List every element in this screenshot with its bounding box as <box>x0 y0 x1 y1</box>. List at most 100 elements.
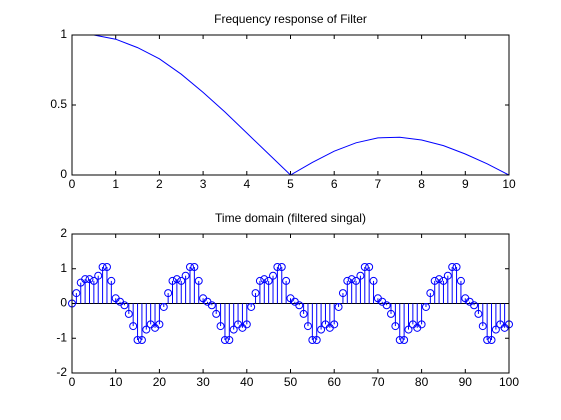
stem-marker <box>81 275 90 284</box>
chart-title: Time domain (filtered singal) <box>215 211 366 225</box>
stem-marker <box>251 289 260 298</box>
y-tick-label: 0 <box>60 296 67 310</box>
stem-marker <box>452 263 461 272</box>
axes: Frequency response of Filter 0 1 2 3 4 5 6 7 8 9 10… <box>50 12 516 191</box>
stem-marker <box>247 302 256 311</box>
stem-marker <box>426 289 435 298</box>
stem-marker <box>352 276 361 285</box>
stem-marker <box>72 289 81 298</box>
stem-marker <box>470 301 479 310</box>
stem-marker <box>360 263 369 272</box>
stem-marker <box>190 263 199 272</box>
stem-marker <box>369 276 378 285</box>
x-tick-label: 10 <box>109 375 123 389</box>
stem-marker <box>448 263 457 272</box>
axes-box <box>71 233 510 374</box>
chart-title: Frequency response of Filter <box>214 12 367 26</box>
plot-area <box>72 35 509 175</box>
stem-marker <box>417 320 426 329</box>
stem-marker <box>404 325 413 334</box>
stem-marker <box>439 276 448 285</box>
stem-marker <box>312 335 321 344</box>
x-tick-label: 60 <box>328 375 342 389</box>
stem-marker <box>260 275 269 284</box>
stem-marker <box>269 271 278 280</box>
x-tick-label: 20 <box>153 375 167 389</box>
stem-marker <box>382 301 391 310</box>
stem-marker <box>168 276 177 285</box>
stem-marker <box>124 309 133 318</box>
x-tick-label: 100 <box>499 375 519 389</box>
stem-marker <box>295 301 304 310</box>
x-tick-label: 4 <box>243 177 250 191</box>
stem-marker <box>343 276 352 285</box>
stem-marker <box>102 263 111 272</box>
stem-marker <box>443 271 452 280</box>
x-tick-label: 30 <box>196 375 210 389</box>
x-tick-label: 10 <box>502 177 516 191</box>
x-tick-label: 70 <box>371 375 385 389</box>
stem-marker <box>185 263 194 272</box>
stem-marker <box>395 335 404 344</box>
x-tick-label: 2 <box>156 177 163 191</box>
stem-marker <box>282 276 291 285</box>
x-tick-label: 9 <box>462 177 469 191</box>
stem-marker <box>164 289 173 298</box>
stem-marker <box>159 302 168 311</box>
stem-marker <box>94 271 103 280</box>
stem-marker <box>308 335 317 344</box>
stem-marker <box>478 322 487 331</box>
stem-marker <box>387 309 396 318</box>
x-tick-label: 50 <box>284 375 298 389</box>
stem-marker <box>365 263 374 272</box>
stem-marker <box>338 289 347 298</box>
stem-marker <box>120 301 129 310</box>
stem-marker <box>273 263 282 272</box>
x-tick-label: 7 <box>375 177 382 191</box>
stem-marker <box>491 325 500 334</box>
y-tick-label: 0.5 <box>50 97 67 111</box>
stem-marker <box>474 309 483 318</box>
x-tick-label: 5 <box>287 177 294 191</box>
x-tick-label: 40 <box>240 375 254 389</box>
stem-marker <box>483 335 492 344</box>
x-tick-label: 0 <box>69 177 76 191</box>
x-tick-label: 0 <box>69 375 76 389</box>
stem-marker <box>456 276 465 285</box>
stem-marker <box>347 275 356 284</box>
y-tick-label: 2 <box>60 226 67 240</box>
stem-marker <box>330 320 339 329</box>
stem-marker <box>216 322 225 331</box>
stem-marker <box>107 276 116 285</box>
y-tick-label: 1 <box>60 261 67 275</box>
x-tick-label: 80 <box>415 375 429 389</box>
stem-marker <box>172 275 181 284</box>
stem-marker <box>435 275 444 284</box>
stem-marker <box>89 276 98 285</box>
x-tick-label: 3 <box>200 177 207 191</box>
stem-marker <box>430 276 439 285</box>
stem-marker <box>181 271 190 280</box>
axes-box <box>71 34 510 176</box>
y-tick-label: -1 <box>56 330 67 344</box>
stem-marker <box>400 335 409 344</box>
x-tick-label: 8 <box>418 177 425 191</box>
x-tick-label: 90 <box>459 375 473 389</box>
stem-marker <box>356 271 365 280</box>
stem-marker <box>129 322 138 331</box>
stem-marker <box>421 302 430 311</box>
stem-marker <box>133 335 142 344</box>
y-tick-label: 0 <box>60 167 67 181</box>
stem-marker <box>391 322 400 331</box>
stem-marker <box>177 276 186 285</box>
stem-marker <box>155 320 164 329</box>
stem-marker <box>194 276 203 285</box>
stem-marker <box>299 309 308 318</box>
stem-marker <box>207 301 216 310</box>
stem-marker <box>303 322 312 331</box>
stem-marker <box>277 263 286 272</box>
stem-marker <box>137 335 146 344</box>
y-tick-label: 1 <box>60 27 67 41</box>
x-tick-label: 6 <box>331 177 338 191</box>
